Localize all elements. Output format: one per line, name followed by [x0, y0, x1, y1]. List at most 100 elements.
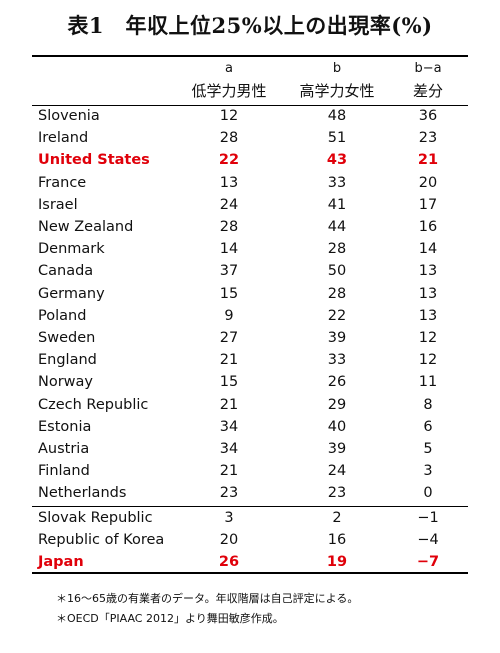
value-a: 27 — [219, 330, 239, 346]
value-b: 26 — [327, 374, 347, 391]
table-row: Denmark 14 28 14 — [0, 239, 500, 261]
value-b: 29 — [327, 396, 347, 413]
value-a: 21 — [219, 463, 239, 480]
value-diff: 3 — [423, 463, 433, 480]
value-b: 28 — [327, 241, 347, 258]
country-name: Norway — [38, 374, 94, 391]
value-b: 33 — [327, 174, 347, 191]
value-a: 22 — [218, 152, 240, 169]
table-row: Ireland 28 51 23 — [0, 128, 500, 150]
table-row: Norway 15 26 11 — [0, 372, 500, 394]
country-name: Slovenia — [38, 108, 100, 124]
column-b-letter: b — [332, 61, 342, 76]
value-a: 20 — [219, 531, 239, 548]
value-b: 33 — [327, 352, 347, 369]
table-row: Slovak Republic 3 2 −1 — [0, 508, 500, 530]
value-diff: −4 — [417, 531, 439, 548]
value-b: 28 — [327, 285, 347, 302]
table-row: Slovenia 12 48 36 — [0, 106, 500, 128]
table-row: Netherlands 23 23 0 — [0, 483, 500, 505]
country-name: Slovak Republic — [38, 509, 153, 526]
country-name: Czech Republic — [38, 396, 149, 413]
table-title: 表1 年収上位25%以上の出現率(%) — [67, 13, 433, 38]
value-a: 28 — [219, 130, 239, 147]
table-row: United States 22 43 21 — [0, 150, 500, 172]
value-diff: 13 — [418, 263, 438, 280]
value-b: 19 — [326, 554, 348, 570]
table-row: Czech Republic 21 29 8 — [0, 395, 500, 417]
value-diff: 23 — [418, 130, 438, 147]
country-name: Estonia — [38, 418, 92, 435]
value-b: 50 — [327, 263, 347, 280]
value-diff: 12 — [418, 330, 438, 346]
value-diff: 8 — [423, 396, 433, 413]
table-row: Estonia 34 40 6 — [0, 417, 500, 439]
value-a: 34 — [219, 441, 239, 457]
country-name: Canada — [38, 263, 94, 280]
value-diff: 16 — [418, 219, 438, 235]
footnote-2: ＊OECD「PIAAC 2012」より舞田敏彦作成。 — [56, 612, 284, 625]
table-row: Germany 15 28 13 — [0, 284, 500, 306]
country-name: New Zealand — [38, 219, 134, 235]
value-diff: 5 — [423, 441, 433, 457]
column-a-letter: a — [225, 61, 233, 76]
value-a: 34 — [219, 418, 239, 435]
table-row: England 21 33 12 — [0, 350, 500, 372]
value-diff: 20 — [418, 174, 438, 191]
value-a: 26 — [218, 554, 240, 570]
country-name: Poland — [38, 307, 87, 324]
value-diff: −1 — [417, 509, 439, 526]
value-diff: −7 — [416, 554, 440, 570]
column-b-label: 高学力女性 — [299, 82, 375, 100]
country-name: Netherlands — [38, 485, 127, 502]
country-name: Germany — [38, 285, 105, 302]
value-a: 15 — [219, 374, 239, 391]
value-diff: 6 — [423, 418, 433, 435]
value-a: 14 — [219, 241, 239, 258]
table-row: Canada 37 50 13 — [0, 261, 500, 283]
value-a: 13 — [219, 174, 239, 191]
table-row: Sweden 27 39 12 — [0, 328, 500, 350]
top-rule — [32, 55, 468, 57]
value-b: 40 — [327, 418, 347, 435]
footnote-1: ＊16〜65歳の有業者のデータ。年収階層は自己評定による。 — [56, 592, 359, 605]
table-row: New Zealand 28 44 16 — [0, 217, 500, 239]
table-row: Poland 9 22 13 — [0, 306, 500, 328]
value-a: 21 — [219, 396, 239, 413]
table-row: Israel 24 41 17 — [0, 195, 500, 217]
value-b: 39 — [327, 441, 347, 457]
table-row: Japan 26 19 −7 — [0, 552, 500, 574]
value-a: 23 — [219, 485, 239, 502]
value-b: 2 — [332, 509, 342, 526]
value-b: 51 — [327, 130, 347, 147]
country-name: Denmark — [38, 241, 105, 258]
value-a: 15 — [219, 285, 239, 302]
country-name: United States — [38, 152, 150, 169]
value-b: 22 — [327, 307, 347, 324]
table-row: Austria 34 39 5 — [0, 439, 500, 461]
table-row: Republic of Korea 20 16 −4 — [0, 530, 500, 552]
value-a: 24 — [219, 196, 239, 213]
value-diff: 12 — [418, 352, 438, 369]
value-b: 16 — [327, 531, 347, 548]
column-a-label: 低学力男性 — [191, 82, 267, 100]
table-row: France 13 33 20 — [0, 173, 500, 195]
country-name: England — [38, 352, 97, 369]
country-name: Japan — [38, 554, 84, 570]
value-diff: 14 — [418, 241, 438, 258]
country-name: Israel — [38, 196, 78, 213]
country-name: Austria — [38, 441, 90, 457]
column-diff-label: 差分 — [412, 82, 443, 100]
value-diff: 13 — [418, 285, 438, 302]
country-name: Republic of Korea — [38, 531, 165, 548]
value-b: 41 — [327, 196, 347, 213]
value-b: 24 — [327, 463, 347, 480]
country-name: Sweden — [38, 330, 96, 346]
bottom-rule — [32, 572, 468, 574]
value-b: 48 — [327, 108, 347, 124]
column-diff-letter: b−a — [414, 61, 442, 76]
value-diff: 36 — [418, 108, 438, 124]
value-a: 37 — [219, 263, 239, 280]
country-name: Ireland — [38, 130, 89, 147]
